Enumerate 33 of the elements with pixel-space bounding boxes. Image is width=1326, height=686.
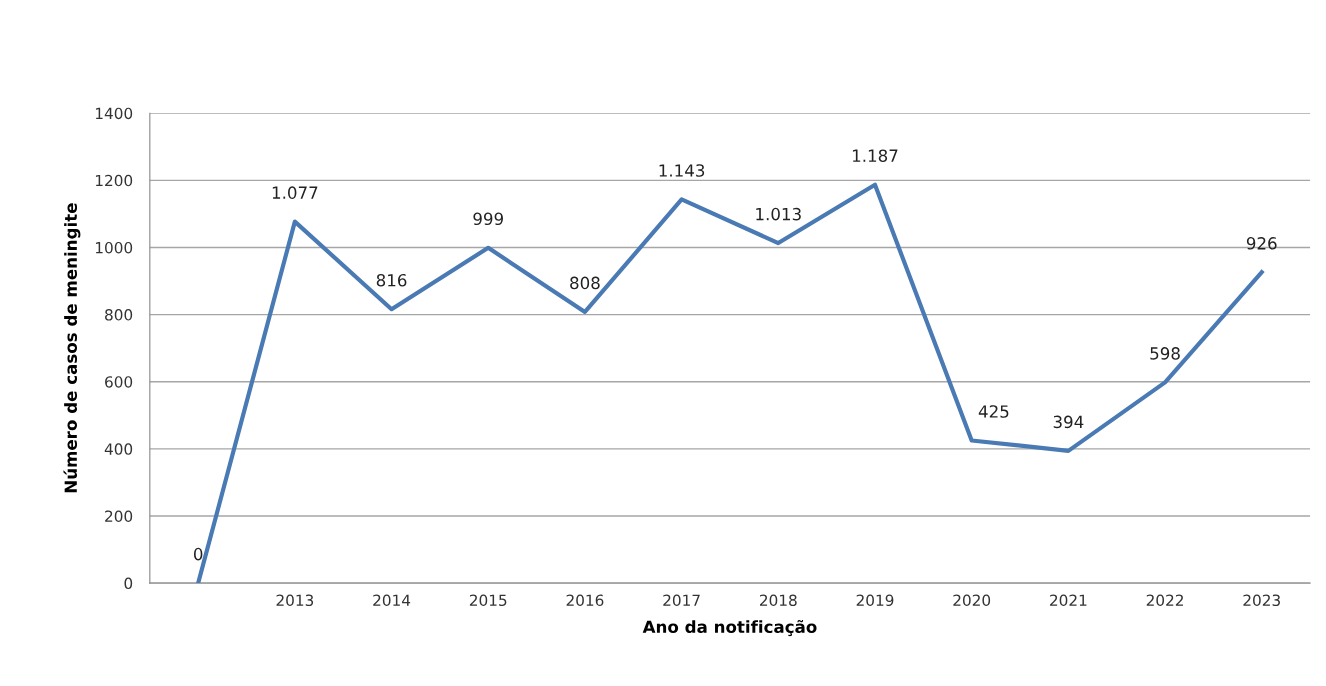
data-label: 1.143 [659, 164, 705, 177]
data-label: 0 [193, 547, 203, 561]
data-label: 394 [1053, 415, 1084, 429]
data-label: 1.187 [852, 149, 898, 163]
y-tick-label: 800 [105, 309, 133, 321]
y-tick-label: 1200 [95, 174, 133, 187]
y-tick-label: 200 [105, 510, 133, 522]
x-tick-label: 2018 [759, 594, 797, 607]
x-tick-label: 2015 [469, 594, 507, 607]
x-tick-label: 2021 [1050, 594, 1087, 607]
data-label: 808 [570, 276, 600, 290]
x-tick-label: 2023 [1243, 594, 1280, 607]
y-tick-label: 1000 [95, 241, 133, 254]
data-label: 926 [1246, 237, 1277, 250]
x-tick-label: 2019 [856, 594, 894, 607]
data-label: 1.077 [272, 186, 318, 199]
x-tick-label: 2020 [953, 594, 991, 607]
x-tick-label: 2016 [566, 594, 604, 607]
y-tick-label: 0 [124, 577, 133, 590]
x-tick-label: 2014 [373, 594, 411, 607]
y-tick-label: 600 [105, 376, 133, 388]
data-label: 1.013 [756, 207, 801, 221]
data-label: 816 [376, 273, 407, 287]
y-tick-label: 1400 [95, 107, 133, 120]
x-axis-title: Ano da notificação [642, 619, 817, 637]
y-tick-label: 400 [104, 443, 133, 455]
data-label: 999 [473, 212, 503, 226]
data-label: 598 [1150, 347, 1180, 360]
x-tick-label: 2017 [663, 594, 700, 607]
data-label: 425 [978, 405, 1009, 418]
y-axis-title: Número de casos de meningite [63, 203, 81, 493]
x-tick-label: 2022 [1146, 594, 1183, 607]
x-tick-label: 2013 [276, 594, 314, 607]
